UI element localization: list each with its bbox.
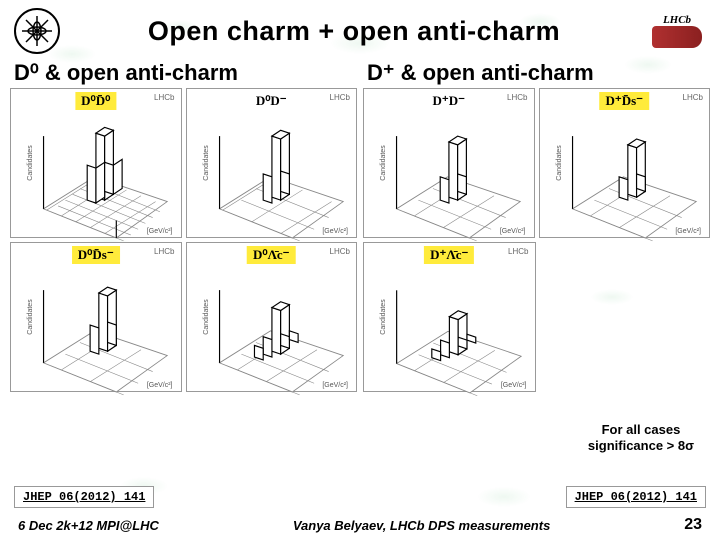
hist3d-icon <box>29 107 175 253</box>
plot-d0dsminus: D⁰D̄s⁻ LHCb Candidates [GeV/c²] <box>10 242 182 392</box>
lhcb-shape-icon <box>652 26 702 48</box>
plot-dplusdsminus: D⁺D̄s⁻ LHCb Candidates [GeV/c²] <box>539 88 711 238</box>
reference-right: JHEP 06(2012) 141 <box>566 486 706 508</box>
plot-label-d0dsminus: D⁰D̄s⁻ <box>72 246 120 264</box>
star-icon <box>19 13 55 49</box>
hist3d-icon <box>558 107 704 253</box>
plot-d0d0bar: D⁰D̄⁰ LHCb Candidates [GeV/c²] <box>10 88 182 238</box>
note-line1: For all cases <box>602 422 681 437</box>
plot-d0dminus: D⁰D⁻ LHCb Candidates [GeV/c²] <box>186 88 358 238</box>
slide-footer: 6 Dec 2k+12 MPI@LHC Vanya Belyaev, LHCb … <box>0 516 720 534</box>
plot-label-dplusdminus: D⁺D⁻ <box>427 92 472 110</box>
footer-page-number: 23 <box>684 516 702 534</box>
reference-left: JHEP 06(2012) 141 <box>14 486 154 508</box>
lhcb-tag: LHCb <box>330 93 350 102</box>
lhcb-text: LHCb <box>663 14 691 26</box>
institute-logo <box>14 8 60 54</box>
lhcb-tag: LHCb <box>683 93 703 102</box>
hist3d-icon <box>205 107 351 253</box>
lhcb-tag: LHCb <box>507 93 527 102</box>
footer-author: Vanya Belyaev, LHCb DPS measurements <box>159 518 684 533</box>
footer-date: 6 Dec 2k+12 MPI@LHC <box>18 518 159 533</box>
significance-note: For all cases significance > 8σ <box>588 422 694 455</box>
plot-label-d0d0bar: D⁰D̄⁰ <box>75 92 116 110</box>
empty-cell <box>540 242 711 392</box>
hist3d-icon <box>382 261 529 408</box>
lhcb-tag: LHCb <box>508 247 528 256</box>
plot-dplusdminus: D⁺D⁻ LHCb Candidates [GeV/c²] <box>363 88 535 238</box>
slide-title: Open charm + open anti-charm <box>72 16 636 47</box>
hist3d-icon <box>382 107 528 253</box>
lhcb-logo: LHCb <box>648 11 706 51</box>
plot-label-d0dminus: D⁰D⁻ <box>250 92 293 110</box>
plot-label-dplusdsminus: D⁺D̄s⁻ <box>599 92 649 110</box>
lhcb-tag: LHCb <box>154 93 174 102</box>
note-line2: significance > 8σ <box>588 438 694 453</box>
plot-label-d0lambdac: D⁰Λ̄c⁻ <box>247 246 296 264</box>
plot-d0lambdac: D⁰Λ̄c⁻ LHCb Candidates [GeV/c²] <box>186 242 358 392</box>
hist3d-icon <box>205 261 351 407</box>
lhcb-tag: LHCb <box>154 247 174 256</box>
hist3d-icon <box>29 261 175 407</box>
plot-dpluslambdac: D⁺Λ̄c⁻ LHCb Candidates [GeV/c²] <box>363 242 536 392</box>
plot-label-dpluslambdac: D⁺Λ̄c⁻ <box>424 246 474 264</box>
slide-header: Open charm + open anti-charm LHCb <box>0 0 720 58</box>
lhcb-tag: LHCb <box>330 247 350 256</box>
